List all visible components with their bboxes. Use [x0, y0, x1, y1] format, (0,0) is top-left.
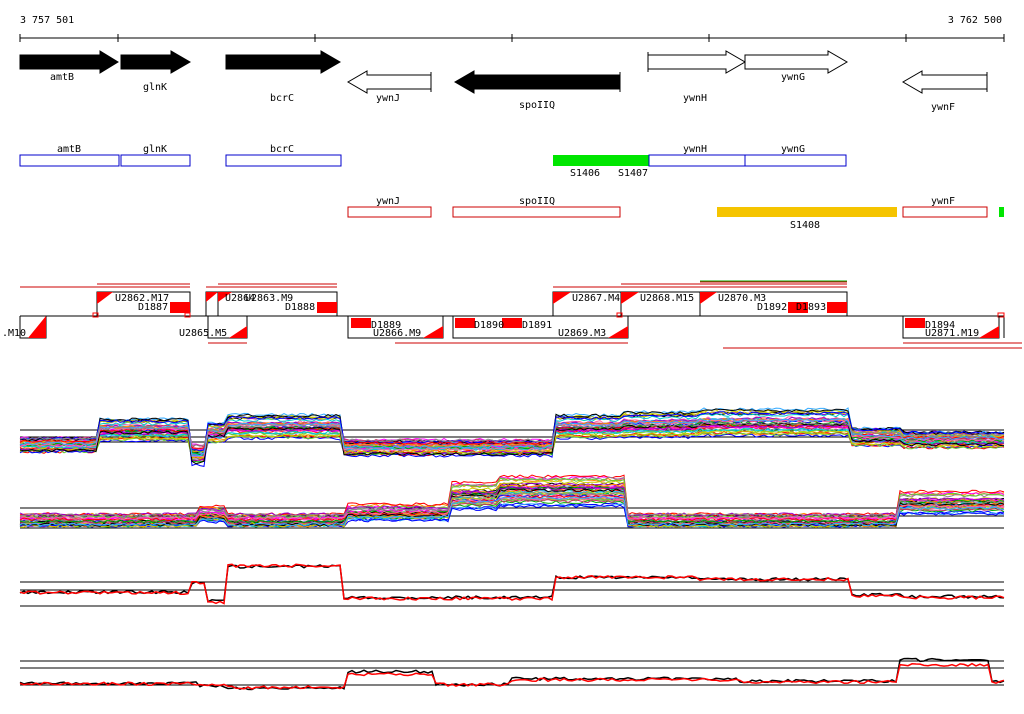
expression-profile-line — [19, 497, 1005, 524]
expression-profile-line — [19, 491, 1005, 518]
transcript-label[interactable]: U2869.M3 — [558, 328, 606, 339]
transcript-label[interactable]: U2866.M9 — [373, 328, 421, 339]
forward-annotation-box[interactable] — [744, 154, 847, 167]
transcript-label[interactable]: D1890 — [474, 320, 504, 331]
transcript-label[interactable]: U2870.M3 — [718, 293, 766, 304]
expression-profile-line — [19, 498, 1005, 525]
gene-arrow[interactable] — [347, 70, 432, 94]
annotation-label: bcrC — [270, 144, 294, 155]
forward-annotation-box[interactable] — [648, 154, 746, 167]
forward-annotation-box[interactable] — [19, 154, 120, 167]
expression-profile-line — [19, 410, 1005, 458]
annotation-label: ywnJ — [376, 196, 400, 207]
reverse-annotation-box[interactable] — [452, 206, 621, 218]
gene-label: glnK — [143, 82, 167, 93]
expression-track-reverse-summary — [19, 657, 1005, 691]
coordinate-ruler: 3 757 501 3 762 500 — [19, 15, 1005, 42]
transcript-label[interactable]: U2868.M15 — [640, 293, 694, 304]
segment-bar-green[interactable] — [553, 155, 649, 166]
transcript-label[interactable]: D1894 — [925, 320, 955, 331]
gene-arrow[interactable] — [744, 50, 848, 74]
forward-annotation-track: amtB glnK bcrC S1406 S1407 ywnH ywnG — [19, 144, 847, 179]
transcript-label[interactable]: D1892 — [757, 302, 787, 313]
annotation-label: spoIIQ — [519, 196, 555, 207]
gene-label: spoIIQ — [519, 100, 555, 111]
transcript-label[interactable]: D1889 — [371, 320, 401, 331]
transcription-unit-track: U2862.M17 U2863.M9 U2864 D1887 D1888 U28… — [2, 280, 1022, 349]
transcript-label[interactable]: U2865.M5 — [179, 328, 227, 339]
annotation-label: amtB — [57, 144, 81, 155]
transcript-label[interactable]: D1887 — [138, 302, 168, 313]
gene-arrow[interactable] — [225, 50, 341, 74]
reverse-annotation-track: ywnJ spoIIQ S1408 ywnF — [347, 196, 1004, 231]
gene-label: ywnF — [931, 102, 955, 113]
annotation-label: glnK — [143, 144, 167, 155]
transcript-label[interactable]: U2863.M9 — [245, 293, 293, 304]
expression-profile-line — [19, 418, 1005, 457]
gene-arrow[interactable] — [902, 70, 988, 94]
transcript-label[interactable]: U2864 — [225, 293, 255, 304]
expression-profile-line — [19, 494, 1005, 522]
transcript-label[interactable]: D1891 — [522, 320, 552, 331]
segment-bar-green-small[interactable] — [999, 207, 1004, 217]
ruler-end-label: 3 762 500 — [948, 15, 1002, 26]
expression-track-forward-all — [19, 407, 1005, 467]
forward-annotation-box[interactable] — [225, 154, 342, 167]
transcript-label[interactable]: U2862.M17 — [115, 293, 169, 304]
expression-profile-line — [19, 427, 1005, 457]
gene-label: bcrC — [270, 93, 294, 104]
expression-profile-line — [19, 422, 1005, 465]
gene-label: ywnG — [781, 72, 805, 83]
expression-profile-line — [19, 430, 1005, 460]
segment-label: S1408 — [790, 220, 820, 231]
expression-profile-line — [19, 418, 1005, 458]
gene-arrow[interactable] — [647, 50, 746, 74]
segment-label: S1406 — [570, 168, 600, 179]
expression-profile-line — [19, 421, 1005, 447]
gene-arrows-track: amtB glnK bcrC ywnJ spoIIQ ywnH ywnG ywn… — [19, 50, 988, 113]
expression-track-forward-summary — [19, 563, 1005, 607]
gene-label: amtB — [50, 72, 74, 83]
expression-profile-line — [19, 563, 1005, 605]
transcript-label[interactable]: D1888 — [285, 302, 315, 313]
expression-track-reverse-all — [19, 474, 1005, 529]
segment-label: S1407 — [618, 168, 648, 179]
expression-profile-line — [19, 486, 1005, 524]
segment-bar-yellow[interactable] — [717, 207, 897, 217]
transcript-label[interactable]: .M10 — [2, 328, 26, 339]
gene-label: ywnJ — [376, 93, 400, 104]
reverse-annotation-box[interactable] — [902, 206, 988, 218]
transcript-label[interactable]: D1893 — [796, 302, 826, 313]
annotation-label: ywnF — [931, 196, 955, 207]
expression-profile-line — [19, 495, 1005, 527]
ruler-start-label: 3 757 501 — [20, 15, 74, 26]
gene-label: ywnH — [683, 93, 707, 104]
annotation-label: ywnG — [781, 144, 805, 155]
transcript-label[interactable]: U2871.M19 — [925, 328, 979, 339]
expression-profile-line — [19, 496, 1005, 520]
gene-arrow[interactable] — [120, 50, 191, 74]
gene-arrow[interactable] — [19, 50, 119, 74]
gene-arrow[interactable] — [454, 70, 621, 94]
expression-profile-line — [19, 662, 1005, 690]
annotation-label: ywnH — [683, 144, 707, 155]
reverse-annotation-box[interactable] — [347, 206, 432, 218]
transcript-label[interactable]: U2867.M4 — [572, 293, 620, 304]
forward-annotation-box[interactable] — [120, 154, 191, 167]
expression-profile-line — [19, 564, 1005, 603]
expression-profile-line — [19, 425, 1005, 450]
